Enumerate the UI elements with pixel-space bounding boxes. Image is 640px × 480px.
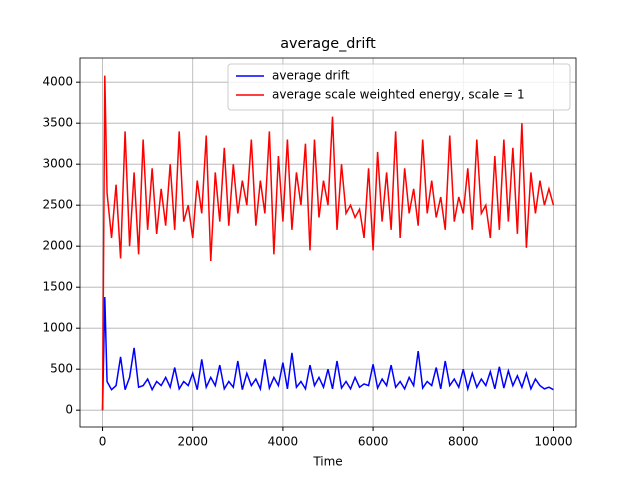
y-tick-label: 4000 bbox=[42, 75, 73, 89]
x-tick-label: 8000 bbox=[448, 435, 479, 449]
y-tick-label: 3500 bbox=[42, 116, 73, 130]
legend-box bbox=[227, 63, 571, 111]
y-tick-label: 0 bbox=[65, 403, 73, 417]
legend-label: average scale weighted energy, scale = 1 bbox=[272, 88, 525, 102]
data-line bbox=[101, 75, 555, 411]
y-tick-label: 2500 bbox=[42, 198, 73, 212]
data-line bbox=[101, 297, 554, 411]
y-tick-label: 2000 bbox=[42, 239, 73, 253]
chart-title: average_drift bbox=[280, 36, 376, 52]
x-axis-label: Time bbox=[312, 455, 342, 469]
x-tick-label: 6000 bbox=[358, 435, 389, 449]
x-tick-label: 0 bbox=[99, 435, 107, 449]
y-tick-label: 3000 bbox=[42, 157, 73, 171]
x-tick-label: 2000 bbox=[177, 435, 208, 449]
legend-label: average drift bbox=[272, 69, 350, 83]
y-tick-label: 1000 bbox=[42, 321, 73, 335]
plot-frame bbox=[79, 57, 577, 428]
x-tick-label: 10000 bbox=[534, 435, 572, 449]
y-tick-label: 500 bbox=[50, 362, 73, 376]
y-tick-label: 1500 bbox=[42, 280, 73, 294]
x-tick-label: 4000 bbox=[268, 435, 299, 449]
